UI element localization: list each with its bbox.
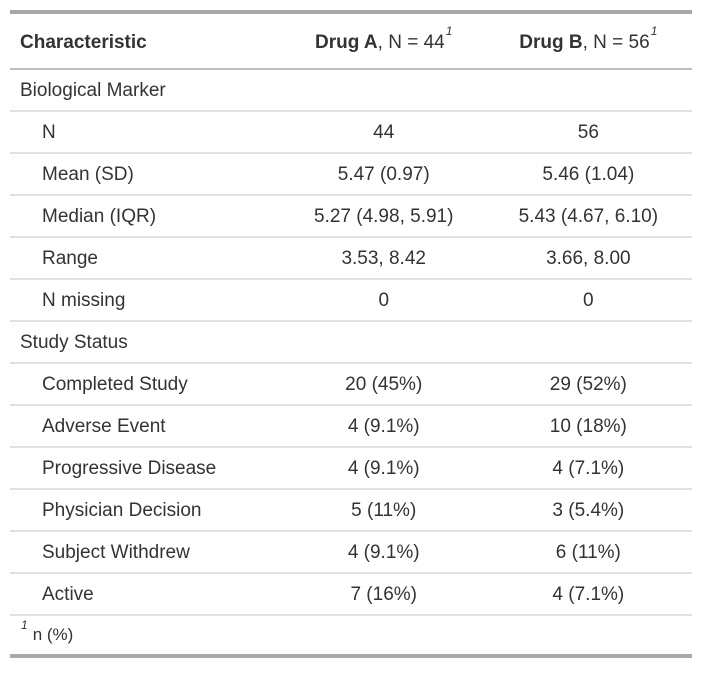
footnote-mark: 1 — [21, 618, 28, 633]
cell-drug-b: 5.46 (1.04) — [484, 152, 692, 195]
stat-row-range: Range 3.53, 8.42 3.66, 8.00 — [10, 236, 692, 279]
group-label: Study Status — [10, 320, 692, 363]
group-label: Biological Marker — [20, 80, 166, 101]
stat-row-adverse-event: Adverse Event 4 (9.1%) 10 (18%) — [10, 404, 692, 447]
cell-drug-b: 0 — [484, 278, 692, 321]
group-row-study-status: Study Status — [10, 320, 692, 363]
row-label: Progressive Disease — [10, 446, 283, 489]
footnote-text: n (%) — [32, 625, 74, 644]
cell-drug-a: 4 (9.1%) — [282, 404, 485, 447]
table-header: Characteristic Drug A, N = 441 Drug B, N… — [10, 12, 692, 70]
cell-drug-a: 20 (45%) — [282, 362, 485, 405]
cell-drug-b: 3.66, 8.00 — [484, 236, 692, 279]
row-label: Subject Withdrew — [10, 530, 283, 573]
cell-drug-b: 4 (7.1%) — [484, 446, 692, 489]
stat-row-n: N 44 56 — [10, 110, 692, 153]
cell-drug-b: 4 (7.1%) — [484, 572, 692, 615]
table-body: Biological Marker N 44 56 Mean (SD) 5.47… — [10, 69, 692, 615]
row-label: Adverse Event — [10, 404, 283, 447]
drug-a-name: Drug A — [315, 32, 378, 53]
footnote-mark: 1 — [650, 23, 658, 38]
stat-row-active: Active 7 (16%) 4 (7.1%) — [10, 572, 692, 615]
row-label: Range — [10, 236, 283, 279]
cell-drug-a: 0 — [282, 278, 485, 321]
stat-row-mean-sd: Mean (SD) 5.47 (0.97) 5.46 (1.04) — [10, 152, 692, 195]
row-label: N missing — [10, 278, 283, 321]
footnote-row: 1 n (%) — [10, 614, 692, 656]
cell-drug-b: 6 (11%) — [484, 530, 692, 573]
cell-drug-a: 7 (16%) — [282, 572, 485, 615]
row-label: Mean (SD) — [10, 152, 283, 195]
cell-drug-b: 56 — [484, 110, 692, 153]
stat-row-subject-withdrew: Subject Withdrew 4 (9.1%) 6 (11%) — [10, 530, 692, 573]
drug-b-name: Drug B — [519, 32, 583, 53]
row-label: N — [10, 110, 283, 153]
row-label: Median (IQR) — [10, 194, 283, 237]
cell-drug-b: 29 (52%) — [484, 362, 692, 405]
row-label: Physician Decision — [10, 488, 283, 531]
drug-a-column-header: Drug A, N = 441 — [282, 12, 485, 70]
cell-drug-a: 5 (11%) — [282, 488, 485, 531]
cell-drug-a: 44 — [282, 110, 485, 153]
group-row-biological-marker: Biological Marker — [10, 69, 692, 111]
cell-drug-a: 4 (9.1%) — [282, 530, 485, 573]
summary-table: Characteristic Drug A, N = 441 Drug B, N… — [10, 10, 692, 658]
drug-b-n: , N = 56 — [582, 32, 650, 53]
drug-a-n: , N = 44 — [377, 32, 445, 53]
stat-row-physician-decision: Physician Decision 5 (11%) 3 (5.4%) — [10, 488, 692, 531]
cell-drug-a: 5.27 (4.98, 5.91) — [282, 194, 485, 237]
footnote-mark: 1 — [445, 23, 453, 38]
footnote: 1 n (%) — [10, 614, 692, 656]
row-label: Completed Study — [10, 362, 283, 405]
table-footer: 1 n (%) — [10, 614, 692, 656]
stat-row-completed-study: Completed Study 20 (45%) 29 (52%) — [10, 362, 692, 405]
row-label: Active — [10, 572, 283, 615]
cell-drug-a: 3.53, 8.42 — [282, 236, 485, 279]
cell-drug-a: 5.47 (0.97) — [282, 152, 485, 195]
stat-row-median-iqr: Median (IQR) 5.27 (4.98, 5.91) 5.43 (4.6… — [10, 194, 692, 237]
drug-b-column-header: Drug B, N = 561 — [484, 12, 692, 70]
stat-row-n-missing: N missing 0 0 — [10, 278, 692, 321]
cell-drug-b: 10 (18%) — [484, 404, 692, 447]
characteristic-column-header: Characteristic — [10, 12, 283, 70]
cell-drug-b: 5.43 (4.67, 6.10) — [484, 194, 692, 237]
table-header-row: Characteristic Drug A, N = 441 Drug B, N… — [10, 12, 692, 70]
cell-drug-a: 4 (9.1%) — [282, 446, 485, 489]
summary-table-container: Characteristic Drug A, N = 441 Drug B, N… — [10, 10, 692, 658]
stat-row-progressive-disease: Progressive Disease 4 (9.1%) 4 (7.1%) — [10, 446, 692, 489]
cell-drug-b: 3 (5.4%) — [484, 488, 692, 531]
